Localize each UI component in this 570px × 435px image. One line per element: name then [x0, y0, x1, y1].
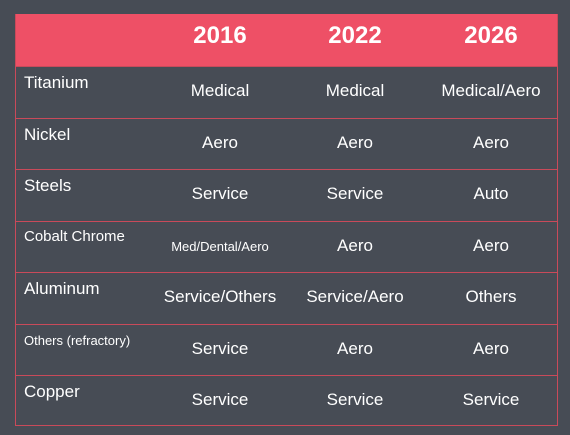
table-cell: Aero [337, 132, 373, 152]
table-cell: Service [191, 184, 249, 203]
table-cell: Service [326, 390, 384, 409]
table-cell: Others [465, 287, 517, 306]
row-label: Steels [24, 176, 72, 195]
table-cell: Med/Dental/Aero [171, 238, 269, 254]
row-label: Titanium [24, 73, 89, 92]
table-cell: Service [326, 184, 384, 203]
row-label: Cobalt Chrome [24, 227, 125, 245]
table-cell: Service/Others [163, 287, 277, 306]
row-label: Copper [24, 382, 80, 401]
table-cell: Medical [325, 81, 385, 100]
table-cell: Service [191, 338, 249, 358]
row-label: Aluminum [24, 279, 100, 298]
table-cell: Aero [473, 338, 509, 358]
table-cell: Aero [473, 235, 509, 255]
table-cell: Medical/Aero [441, 81, 541, 100]
table-row: Copper Service Service Service [16, 375, 557, 426]
table-cell: Auto [473, 184, 509, 203]
table-cell: Service [191, 390, 249, 409]
materials-table: 2016 2022 2026 Titanium Medical Medical … [15, 14, 558, 426]
table-row: Aluminum Service/Others Service/Aero Oth… [16, 272, 557, 324]
header-year-2022: 2022 [328, 22, 382, 49]
header-year-2016: 2016 [193, 22, 247, 49]
table-cell: Medical [190, 81, 250, 100]
table-cell: Service [462, 390, 520, 409]
table-cell: Aero [337, 235, 373, 255]
table-cell: Aero [473, 132, 509, 152]
table-cell: Aero [337, 338, 373, 358]
table-header: 2016 2022 2026 [16, 14, 557, 66]
table-row: Cobalt Chrome Med/Dental/Aero Aero Aero [16, 220, 557, 273]
header-year-2026: 2026 [464, 22, 518, 49]
table-cell: Service/Aero [306, 287, 404, 306]
table-row: Nickel Aero Aero Aero [16, 117, 557, 170]
table-row: Others (refractory) Service Aero Aero [16, 323, 557, 376]
row-label: Nickel [24, 124, 71, 144]
row-label: Others (refractory) [24, 332, 131, 348]
table-cell: Aero [202, 132, 238, 152]
table-row: Titanium Medical Medical Medical/Aero [16, 66, 557, 118]
table-row: Steels Service Service Auto [16, 169, 557, 221]
